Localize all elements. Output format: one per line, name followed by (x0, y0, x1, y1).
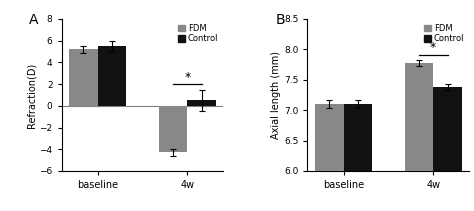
Text: A: A (29, 13, 39, 27)
Bar (315, 104, 344, 211)
Bar (433, 87, 462, 211)
Bar (404, 63, 433, 211)
Text: *: * (184, 70, 191, 84)
Bar (187, 100, 216, 106)
Legend: FDM, Control: FDM, Control (423, 23, 465, 44)
Bar (344, 104, 372, 211)
Y-axis label: Refraction(D): Refraction(D) (27, 62, 36, 128)
Legend: FDM, Control: FDM, Control (177, 23, 219, 44)
Text: *: * (430, 41, 437, 54)
Bar (98, 46, 127, 106)
Bar (69, 49, 98, 106)
Bar (159, 106, 187, 153)
Text: B: B (275, 13, 285, 27)
Y-axis label: Axial length (mm): Axial length (mm) (271, 51, 281, 139)
